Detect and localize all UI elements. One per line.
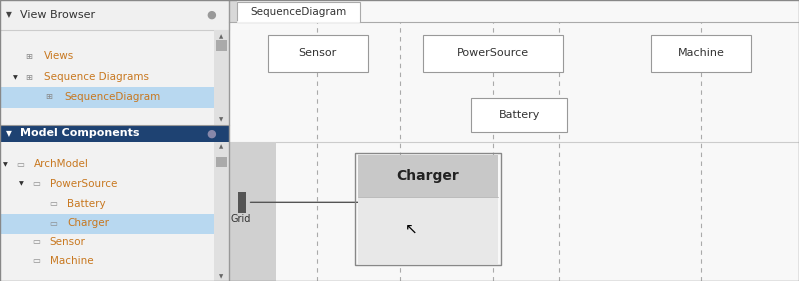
FancyBboxPatch shape — [471, 98, 567, 132]
Text: SequenceDiagram: SequenceDiagram — [250, 7, 347, 17]
FancyBboxPatch shape — [216, 40, 227, 51]
Text: ArchModel: ArchModel — [34, 159, 89, 169]
FancyBboxPatch shape — [229, 142, 276, 281]
FancyBboxPatch shape — [216, 157, 227, 167]
FancyBboxPatch shape — [358, 155, 498, 197]
Text: Model Components: Model Components — [20, 128, 140, 139]
FancyBboxPatch shape — [358, 197, 498, 264]
Text: Sensor: Sensor — [299, 48, 336, 58]
Text: ▭: ▭ — [16, 160, 24, 169]
Text: PowerSource: PowerSource — [457, 48, 530, 58]
FancyBboxPatch shape — [0, 0, 229, 281]
Text: ▭: ▭ — [50, 219, 58, 228]
FancyBboxPatch shape — [0, 125, 229, 142]
FancyBboxPatch shape — [237, 2, 360, 22]
Text: ⊞: ⊞ — [26, 73, 33, 82]
FancyBboxPatch shape — [214, 142, 229, 281]
FancyBboxPatch shape — [214, 30, 229, 125]
FancyBboxPatch shape — [0, 0, 229, 30]
Text: ⊞: ⊞ — [46, 92, 53, 101]
Text: Battery: Battery — [67, 199, 105, 209]
Text: ▭: ▭ — [32, 257, 40, 266]
Text: Battery: Battery — [499, 110, 540, 120]
Text: Machine: Machine — [50, 256, 93, 266]
Text: Grid: Grid — [231, 214, 252, 224]
Text: ▼: ▼ — [6, 10, 12, 19]
Text: ▼: ▼ — [19, 182, 24, 187]
Text: View Browser: View Browser — [20, 10, 95, 20]
Text: Charger: Charger — [396, 169, 459, 183]
Text: ▭: ▭ — [50, 199, 58, 208]
Text: PowerSource: PowerSource — [50, 179, 117, 189]
Text: ▼: ▼ — [6, 129, 12, 138]
Text: ▭: ▭ — [32, 180, 40, 189]
Text: Views: Views — [44, 51, 74, 61]
Text: ⊞: ⊞ — [26, 52, 33, 61]
Text: ▼: ▼ — [13, 75, 18, 80]
Text: ●: ● — [206, 10, 216, 20]
Text: SequenceDiagram: SequenceDiagram — [64, 92, 160, 102]
Text: Sequence Diagrams: Sequence Diagrams — [44, 72, 149, 82]
Text: ↖: ↖ — [405, 221, 418, 237]
FancyBboxPatch shape — [268, 35, 368, 72]
Text: ▭: ▭ — [32, 237, 40, 246]
FancyBboxPatch shape — [423, 35, 563, 72]
FancyBboxPatch shape — [238, 192, 246, 213]
Text: ●: ● — [206, 128, 216, 139]
Text: ▲: ▲ — [219, 34, 224, 39]
Text: Machine: Machine — [678, 48, 725, 58]
Text: ▲: ▲ — [219, 144, 224, 149]
Text: ▼: ▼ — [3, 162, 8, 167]
FancyBboxPatch shape — [229, 0, 237, 22]
FancyBboxPatch shape — [229, 0, 799, 281]
Text: ▼: ▼ — [219, 117, 224, 123]
FancyBboxPatch shape — [0, 87, 214, 108]
FancyBboxPatch shape — [0, 214, 214, 234]
Text: Source: Source — [402, 214, 435, 224]
Text: Sensor: Sensor — [50, 237, 85, 247]
Text: ▼: ▼ — [219, 274, 224, 279]
Text: Charger: Charger — [67, 218, 109, 228]
FancyBboxPatch shape — [651, 35, 751, 72]
